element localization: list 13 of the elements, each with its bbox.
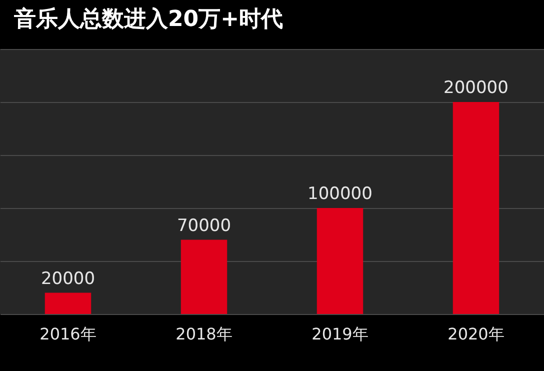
data-label: 100000 <box>308 184 372 204</box>
bar <box>316 208 364 314</box>
bar <box>452 102 500 314</box>
bar <box>180 240 228 314</box>
x-tick-label: 2018年 <box>176 324 232 344</box>
bar <box>44 292 92 314</box>
x-tick-label: 2020年 <box>448 324 504 344</box>
data-label: 20000 <box>40 268 96 289</box>
data-label: 200000 <box>444 78 508 98</box>
data-label: 70000 <box>176 216 232 236</box>
chart-title: 音乐人总数进入20万+时代 <box>13 6 284 32</box>
x-tick-label: 2019年 <box>312 324 368 344</box>
x-tick-label: 2016年 <box>40 324 96 344</box>
